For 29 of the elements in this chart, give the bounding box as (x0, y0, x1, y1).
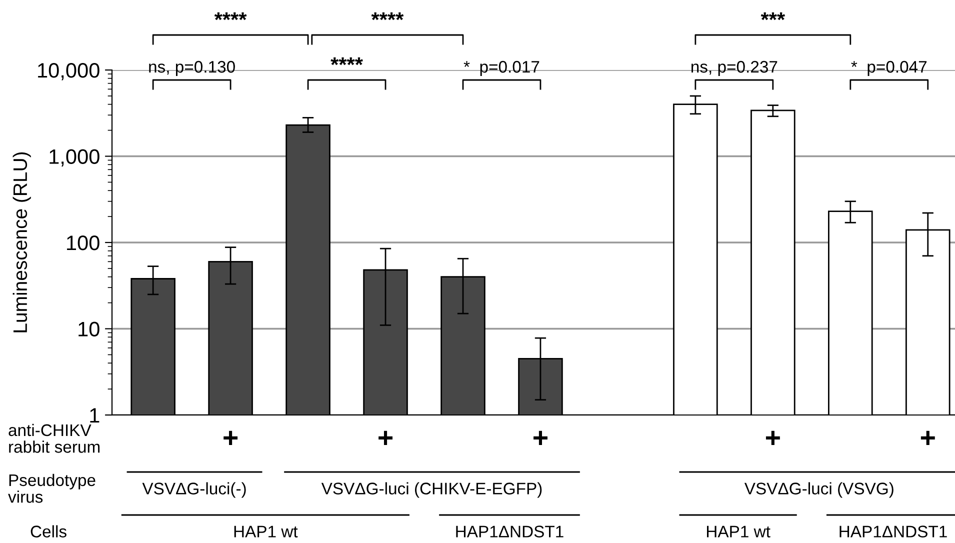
text: HAP1 wt (234, 526, 298, 538)
text: HAP1ΔNDST1 (456, 526, 564, 538)
text: HAP1 wt (707, 526, 770, 538)
annotation: ns, p=0.237 (692, 60, 778, 76)
text: + (766, 430, 780, 445)
text: + (920, 430, 935, 445)
annotation: * p=0.017 (464, 60, 540, 76)
y-tick-label: 1,000 (50, 149, 100, 166)
annotation: * p=0.047 (851, 60, 927, 76)
text: + (224, 430, 238, 445)
y-tick-label: 10,000 (38, 63, 100, 80)
annotation: ns, p=0.130 (149, 60, 235, 76)
text: **** (214, 12, 247, 20)
text: *** (760, 12, 786, 20)
text: VSVΔG-luci(-) (142, 482, 246, 498)
text: Cells (30, 525, 66, 538)
text: **** (330, 57, 363, 66)
text: anti-CHIKV rabbit serum (8, 424, 100, 453)
text: Pseudotype virus (8, 474, 96, 503)
text: **** (371, 12, 404, 20)
text: VSVΔG-luci (CHIKV-E-EGFP) (321, 482, 542, 498)
y-tick-label: 10 (78, 322, 100, 337)
text: + (378, 430, 392, 445)
y-axis-title: Luminescence (RLU) (12, 152, 31, 332)
text: HAP1ΔNDST1 (840, 526, 947, 538)
y-tick-label: 1 (90, 408, 100, 423)
y-tick-label: 100 (67, 236, 100, 250)
text: VSVΔG-luci (VSVG) (744, 482, 894, 498)
text: + (534, 430, 548, 445)
